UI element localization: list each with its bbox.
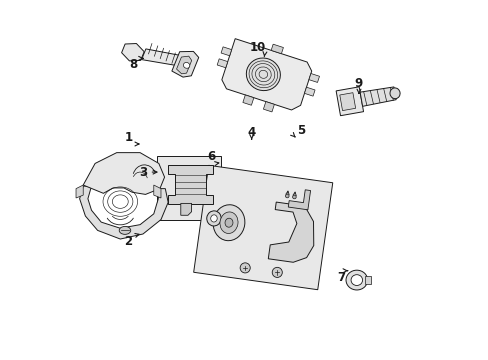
- Ellipse shape: [350, 275, 362, 285]
- Ellipse shape: [224, 218, 232, 227]
- Ellipse shape: [183, 62, 189, 68]
- Ellipse shape: [119, 226, 130, 234]
- Polygon shape: [271, 44, 283, 54]
- Polygon shape: [304, 87, 314, 96]
- Circle shape: [272, 267, 282, 278]
- Text: 9: 9: [354, 77, 363, 90]
- Polygon shape: [222, 39, 311, 110]
- Polygon shape: [122, 44, 144, 61]
- Polygon shape: [288, 190, 310, 210]
- Polygon shape: [268, 202, 313, 262]
- Text: 6: 6: [207, 150, 215, 163]
- Polygon shape: [171, 51, 198, 77]
- Polygon shape: [364, 276, 370, 284]
- Text: 3: 3: [139, 166, 147, 179]
- Polygon shape: [141, 49, 182, 66]
- Ellipse shape: [213, 205, 244, 241]
- Polygon shape: [168, 165, 213, 204]
- Polygon shape: [217, 59, 227, 68]
- Text: 10: 10: [249, 41, 266, 54]
- Ellipse shape: [220, 212, 238, 234]
- Polygon shape: [80, 186, 168, 239]
- Polygon shape: [76, 185, 83, 198]
- Text: 5: 5: [297, 124, 305, 137]
- Ellipse shape: [389, 88, 399, 99]
- Polygon shape: [339, 93, 355, 111]
- Ellipse shape: [210, 215, 217, 222]
- Text: 8: 8: [129, 58, 138, 71]
- Polygon shape: [83, 153, 164, 194]
- Ellipse shape: [206, 211, 221, 226]
- Polygon shape: [193, 165, 332, 290]
- Text: 1: 1: [124, 131, 132, 144]
- Ellipse shape: [246, 58, 280, 91]
- Polygon shape: [176, 56, 191, 74]
- Bar: [157, 156, 221, 220]
- Polygon shape: [263, 102, 274, 112]
- Ellipse shape: [292, 195, 296, 199]
- Ellipse shape: [346, 270, 367, 290]
- Text: 2: 2: [124, 235, 132, 248]
- Polygon shape: [308, 73, 319, 82]
- Polygon shape: [153, 185, 161, 198]
- Polygon shape: [181, 203, 191, 215]
- Polygon shape: [243, 95, 253, 105]
- Text: 4: 4: [247, 126, 255, 139]
- Text: 7: 7: [336, 271, 345, 284]
- Polygon shape: [335, 87, 363, 116]
- Circle shape: [240, 263, 250, 273]
- Polygon shape: [221, 47, 231, 56]
- Polygon shape: [359, 87, 395, 106]
- Ellipse shape: [285, 194, 288, 198]
